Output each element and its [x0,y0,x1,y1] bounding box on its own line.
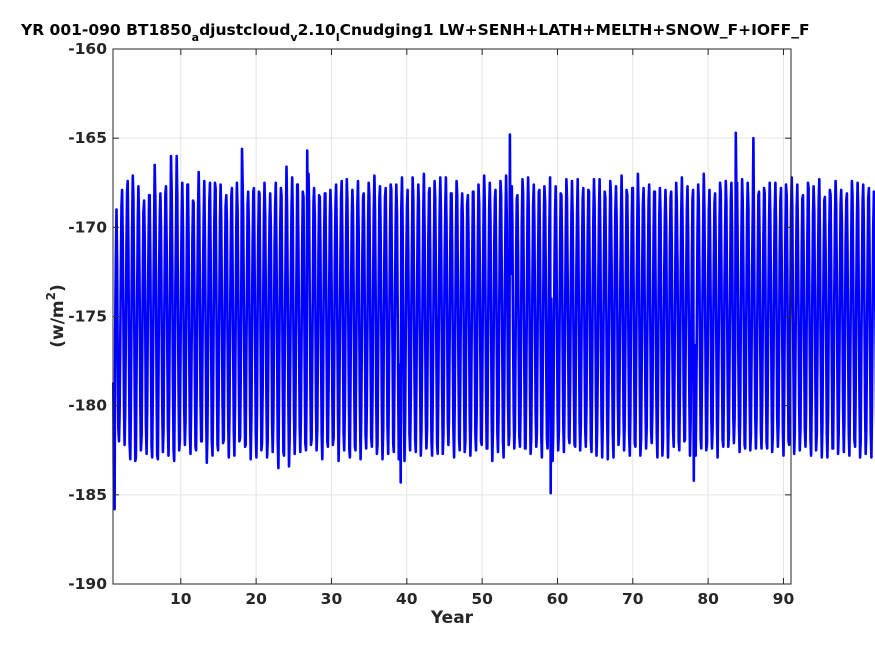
y-tick-label: -190 [68,575,107,593]
x-tick-label: 50 [471,590,493,608]
y-tick-label: -185 [68,486,107,504]
series-layer [112,131,875,511]
ticks: 10 20 30 40 50 60 70 80 90 -160 -165 -170 -175 -180 -1… [68,40,794,608]
chart-title: YR 001-090 BT1850adjustcloudv2.10lCnudgi… [20,21,810,44]
x-tick-label: 20 [245,590,267,608]
x-tick-label: 80 [697,590,719,608]
x-tick-label: 40 [396,590,418,608]
series-line [112,131,875,511]
x-tick-label: 60 [547,590,569,608]
x-tick-label: 10 [170,590,192,608]
x-tick-label: 30 [321,590,343,608]
x-axis-label: Year [430,608,474,628]
y-tick-label: -170 [68,218,107,236]
y-tick-label: -180 [68,397,107,415]
y-axis-label: (w/m2) [44,284,68,348]
x-tick-label: 70 [622,590,644,608]
y-tick-label: -165 [68,129,107,147]
y-tick-label: -160 [68,40,107,58]
x-tick-label: 90 [773,590,795,608]
y-tick-label: -175 [68,308,107,326]
